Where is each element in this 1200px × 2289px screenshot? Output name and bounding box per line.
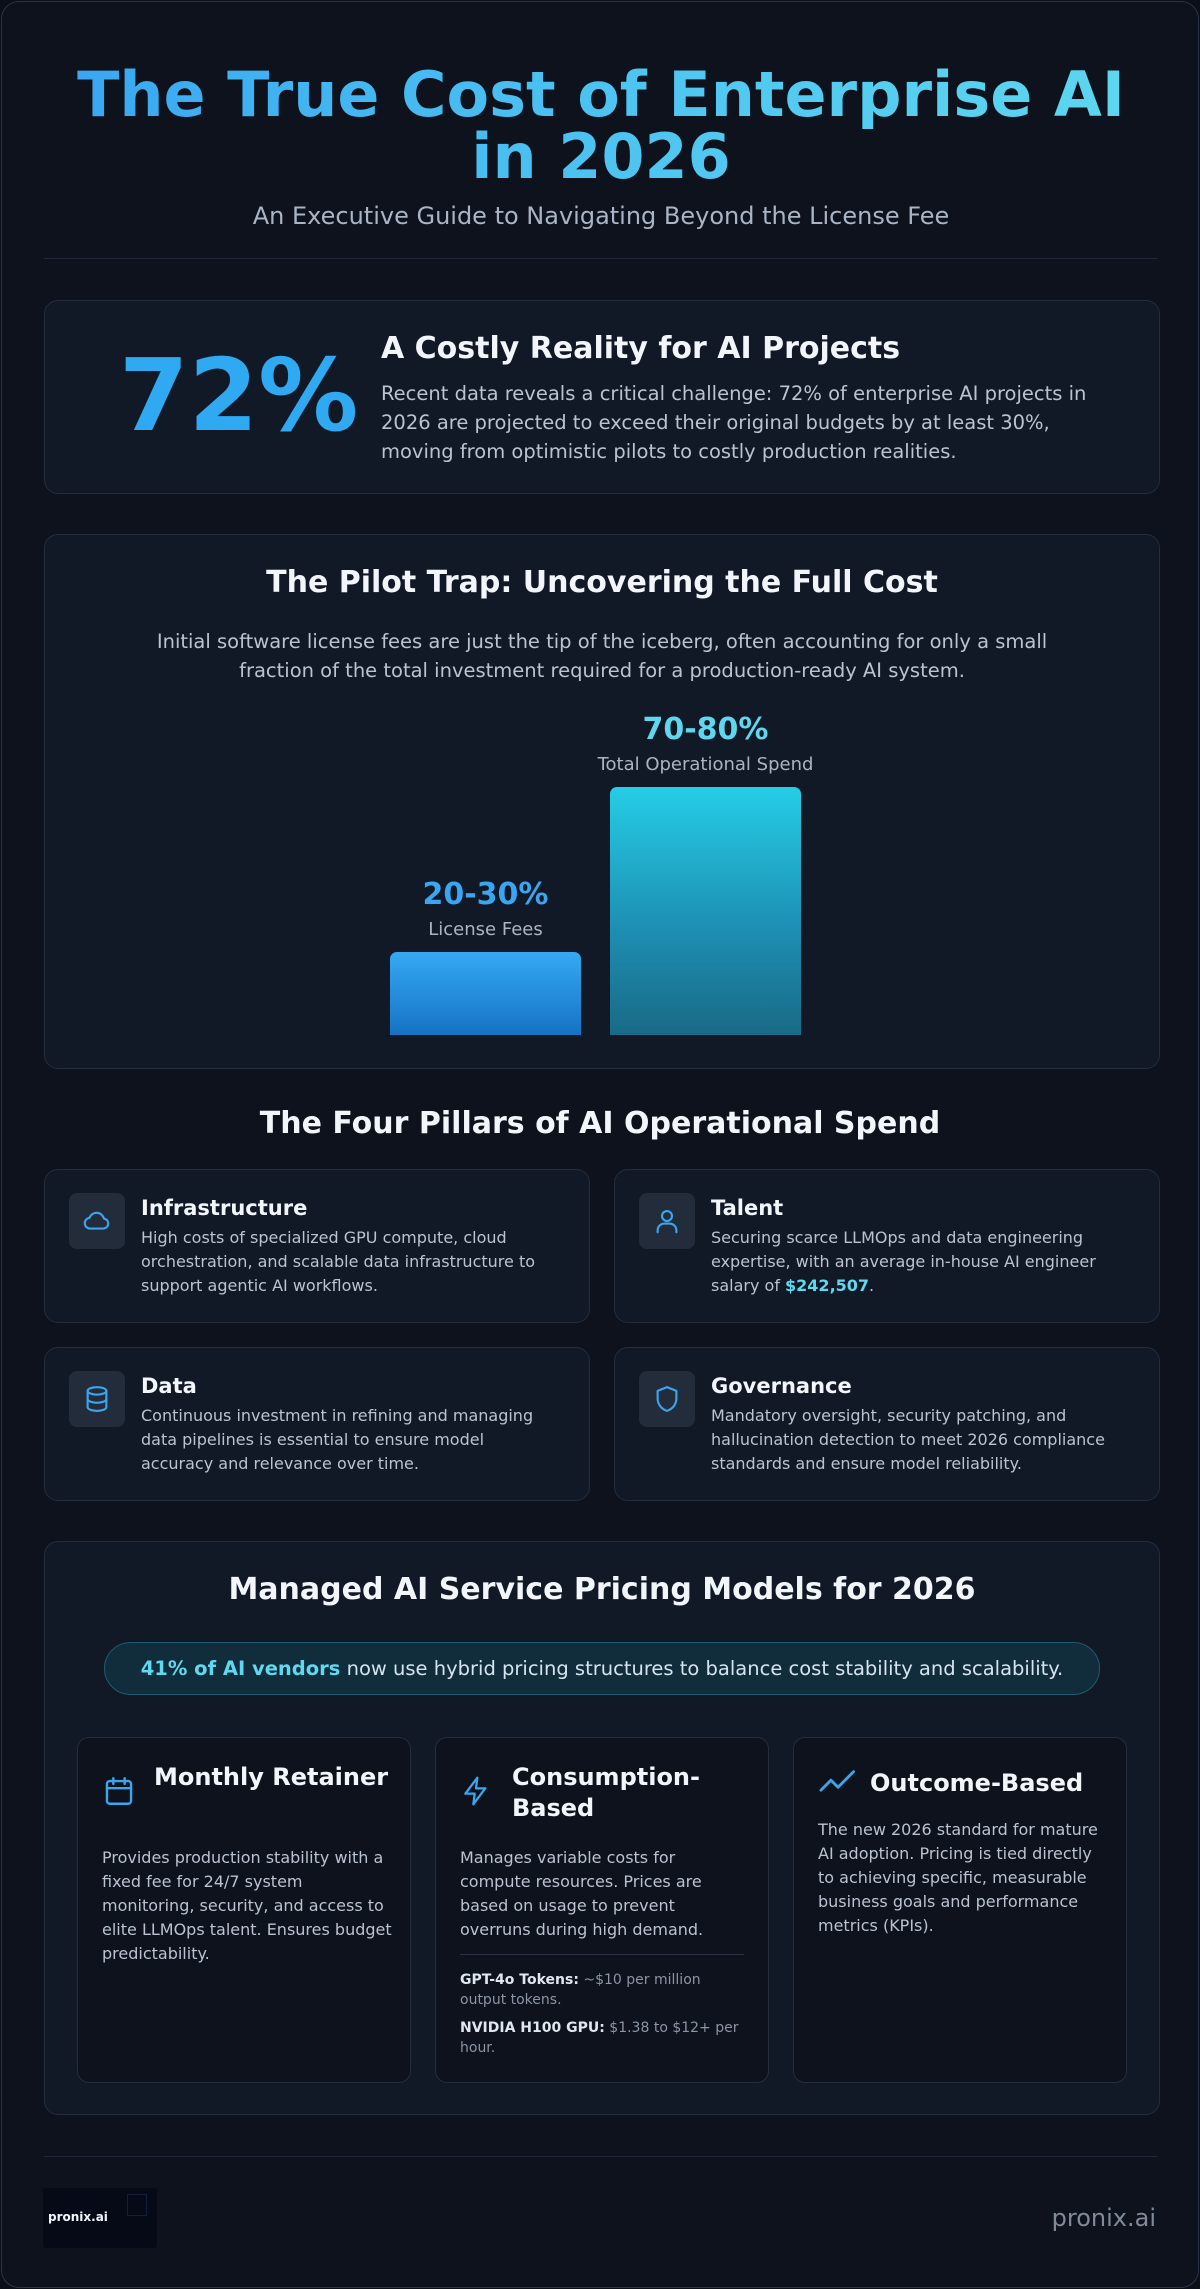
trend-up-icon	[819, 1770, 855, 1792]
salary-highlight: $242,507	[785, 1276, 870, 1295]
pricing-model-title: Outcome-Based	[870, 1769, 1084, 1797]
footer-divider	[44, 2156, 1158, 2157]
page-title: The True Cost of Enterprise AI in 2026	[44, 64, 1158, 188]
pillar-text: Continuous investment in refining and ma…	[141, 1406, 534, 1473]
pilot-text: Initial software license fees are just t…	[156, 630, 1048, 682]
header-divider	[44, 258, 1158, 259]
stat-value: 72%	[119, 337, 359, 454]
stat-text: Recent data reveals a critical challenge…	[381, 382, 1087, 463]
bar-operational-spend	[610, 787, 801, 1035]
pricing-model-title: Consumption-Based	[512, 1763, 700, 1822]
stat-card: 72% A Costly Reality for AI Projects Rec…	[44, 300, 1160, 494]
pricing-model-text: Provides production stability with a fix…	[102, 1848, 392, 1963]
pillar-text: High costs of specialized GPU compute, c…	[141, 1228, 535, 1295]
pillar-text: Securing scarce LLMOps and data engineer…	[711, 1228, 1096, 1295]
bar-category-label: License Fees	[428, 919, 543, 940]
bar-license-fees	[390, 952, 581, 1035]
page-subtitle: An Executive Guide to Navigating Beyond …	[252, 202, 950, 230]
pronix-logo: pronix.ai	[43, 2188, 157, 2248]
pricing-title: Managed AI Service Pricing Models for 20…	[228, 1572, 976, 1607]
hybrid-pricing-banner: 41% of AI vendors now use hybrid pricing…	[104, 1642, 1100, 1695]
pricing-model-title: Monthly Retainer	[154, 1763, 389, 1791]
footer-site: pronix.ai	[1051, 2204, 1156, 2232]
user-icon	[656, 1209, 678, 1234]
header: The True Cost of Enterprise AI in 2026 A…	[44, 64, 1158, 231]
shield-icon	[656, 1386, 678, 1412]
pilot-title: The Pilot Trap: Uncovering the Full Cost	[266, 565, 938, 600]
pillar-card-data: Data Continuous investment in refining a…	[44, 1347, 590, 1501]
bar-value-label: 70-80%	[642, 712, 769, 747]
pricing-note-divider	[460, 1954, 744, 1955]
pillar-card-governance: Governance Mandatory oversight, security…	[614, 1347, 1160, 1501]
logo-mark-icon	[127, 2194, 147, 2216]
lightning-icon	[464, 1776, 487, 1806]
calendar-icon	[105, 1777, 133, 1805]
database-icon	[86, 1386, 108, 1412]
stat-title: A Costly Reality for AI Projects	[381, 331, 901, 366]
pricing-model-outcome: Outcome-Based The new 2026 standard for …	[793, 1737, 1127, 2083]
pillar-title: Governance	[711, 1374, 852, 1398]
cloud-icon	[83, 1211, 110, 1230]
pillars-title: The Four Pillars of AI Operational Spend	[259, 1106, 941, 1141]
pricing-note-gpt4o: GPT-4o Tokens: ~$10 per million output t…	[460, 1972, 701, 2008]
pillar-card-talent: Talent Securing scarce LLMOps and data e…	[614, 1169, 1160, 1323]
pricing-model-retainer: Monthly Retainer Provides production sta…	[77, 1737, 411, 2083]
pricing-model-consumption: Consumption-Based Manages variable costs…	[435, 1737, 769, 2083]
bar-category-label: Total Operational Spend	[597, 754, 814, 775]
pillar-title: Data	[141, 1374, 197, 1398]
pricing-card: Managed AI Service Pricing Models for 20…	[44, 1541, 1160, 2115]
pillar-card-infrastructure: Infrastructure High costs of specialized…	[44, 1169, 590, 1323]
pillar-title: Infrastructure	[141, 1196, 308, 1220]
pricing-model-text: The new 2026 standard for mature AI adop…	[818, 1820, 1098, 1935]
pricing-note-h100: NVIDIA H100 GPU: $1.38 to $12+ per hour.	[460, 2020, 739, 2056]
pillar-title: Talent	[711, 1196, 784, 1220]
pilot-trap-card: The Pilot Trap: Uncovering the Full Cost…	[44, 534, 1160, 1069]
pricing-model-text: Manages variable costs for compute resou…	[460, 1848, 704, 1939]
bar-value-label: 20-30%	[422, 877, 549, 912]
pillar-text: Mandatory oversight, security patching, …	[711, 1406, 1105, 1473]
